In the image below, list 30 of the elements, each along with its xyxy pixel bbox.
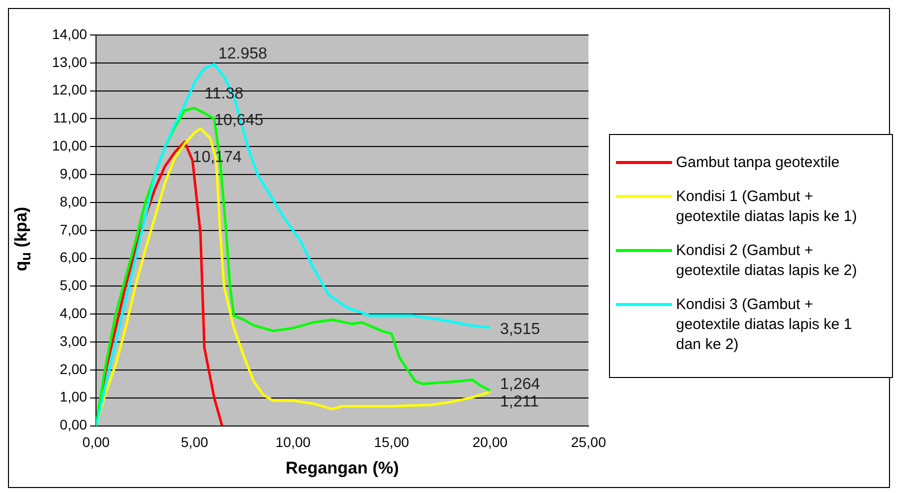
y-tick-label: 3,00 — [60, 332, 88, 349]
x-axis-title: Regangan (%) — [286, 458, 399, 478]
y-tick-label: 5,00 — [60, 277, 88, 294]
y-tick-label: 7,00 — [60, 221, 88, 238]
legend-label: Kondisi 3 (Gambut + geotextile diatas lapis ke 1 dan ke 2) — [676, 295, 853, 355]
annotation: 3,515 — [500, 321, 540, 338]
y-tick-label: 4,00 — [60, 305, 88, 321]
y-tick-label: 1,00 — [60, 388, 88, 405]
x-tick-label: 15,00 — [374, 434, 410, 450]
y-tick-label: 12,00 — [52, 82, 88, 98]
y-tick-label: 9,00 — [60, 165, 88, 182]
annotation: 1,211 — [500, 393, 539, 410]
legend-label: Kondisi 1 (Gambut + geotextile diatas lapis ke 1) — [676, 187, 858, 227]
y-tick-label: 0,00 — [60, 416, 88, 433]
x-tick-label: 0,00 — [82, 434, 110, 450]
x-tick-label: 5,00 — [180, 434, 208, 450]
y-tick-label: 6,00 — [60, 249, 88, 266]
legend-label: Kondisi 2 (Gambut + geotextile diatas lapis ke 2) — [676, 241, 858, 281]
x-tick-label: 10,00 — [275, 434, 311, 450]
y-tick-label: 2,00 — [60, 360, 88, 377]
legend-label: Gambut tanpa geotextile — [676, 153, 840, 173]
annotation: 12.958 — [218, 45, 268, 62]
annotation: 1,264 — [500, 376, 540, 393]
y-tick-label: 14,00 — [52, 26, 88, 42]
y-tick-label: 10,00 — [52, 138, 88, 154]
x-tick-label: 25,00 — [570, 434, 606, 450]
y-tick-label: 11,00 — [53, 110, 88, 126]
y-tick-label: 13,00 — [52, 54, 88, 70]
y-tick-label: 8,00 — [60, 193, 88, 210]
x-tick-label: 20,00 — [472, 434, 508, 450]
